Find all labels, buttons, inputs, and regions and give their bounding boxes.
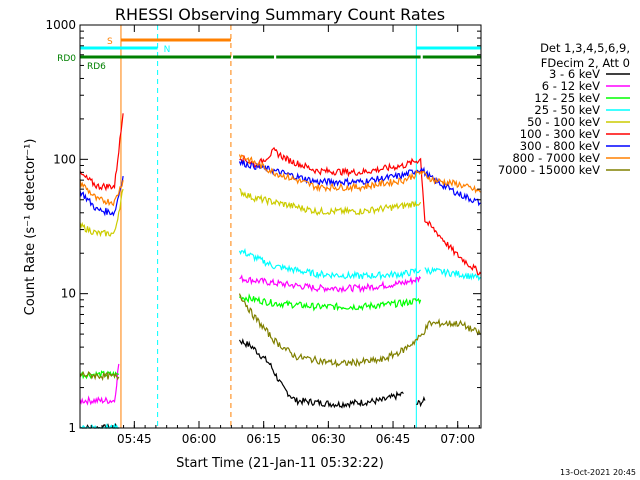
series-800-7000kev-line-1	[238, 154, 482, 194]
legend-label-25-50kev: 25 - 50 keV	[534, 103, 600, 117]
x-axis-label: Start Time (21-Jan-11 05:32:22)	[176, 456, 384, 471]
series-12-25kev-line-1	[238, 293, 422, 312]
flag-label-rd6: RD6	[87, 62, 106, 72]
flag-label-rd0: RD0	[57, 54, 76, 64]
event-lines	[79, 25, 482, 428]
series-group	[79, 113, 482, 430]
y-tick-label-3: 1000	[45, 18, 76, 32]
legend: Det 1,3,4,5,6,9, FDecim 2, Att 0 3 - 6 k…	[498, 41, 630, 177]
series-300-800kev-line-1	[238, 158, 482, 207]
legend-header-line-2: FDecim 2, Att 0	[541, 56, 630, 70]
series-100-300kev-line-0	[79, 113, 124, 192]
series-3-6kev-line-2	[416, 395, 426, 408]
chart-title: RHESSI Observing Summary Count Rates	[115, 5, 445, 24]
series-100-300kev-line-1	[239, 146, 482, 276]
flag-bars: S N RD0 RD6	[57, 37, 481, 72]
legend-header-line-1: Det 1,3,4,5,6,9,	[540, 41, 630, 55]
legend-label-3-6kev: 3 - 6 keV	[549, 67, 600, 81]
footer-timestamp: 13-Oct-2021 20:45	[560, 468, 636, 477]
legend-label-100-300kev: 100 - 300 keV	[520, 127, 600, 141]
x-axis-ticks: 05:45 06:00 06:15 06:30 06:45 07:00	[90, 25, 480, 446]
y-tick-label-1: 10	[61, 287, 76, 301]
plot-frame	[79, 24, 482, 429]
series-25-50kev-line-2	[424, 266, 482, 282]
legend-label-12-25kev: 12 - 25 keV	[534, 91, 600, 105]
x-tick-label-1: 06:00	[182, 432, 217, 446]
legend-label-7000-15000kev: 7000 - 15000 keV	[498, 163, 600, 177]
legend-label-6-12kev: 6 - 12 keV	[542, 79, 600, 93]
y-tick-label-2: 100	[53, 152, 76, 166]
flag-label-s: S	[107, 37, 113, 47]
legend-label-300-800kev: 300 - 800 keV	[520, 139, 600, 153]
series-25-50kev-line-1	[238, 247, 421, 281]
series-6-12kev-line-1	[239, 274, 422, 294]
x-tick-label-0: 05:45	[117, 432, 152, 446]
flag-label-n: N	[164, 45, 171, 55]
series-6-12kev-line-0	[79, 363, 120, 406]
series-7000-15000kev-line-0	[79, 370, 120, 382]
series-7000-15000kev-line-1	[238, 293, 482, 368]
series-800-7000kev-line-0	[79, 178, 124, 207]
x-tick-label-4: 06:45	[376, 432, 411, 446]
x-tick-label-2: 06:15	[246, 432, 281, 446]
series-3-6kev-line-1	[238, 338, 404, 409]
legend-label-50-100kev: 50 - 100 keV	[527, 115, 600, 129]
y-tick-label-0: 1	[68, 421, 76, 435]
series-50-100kev-line-1	[239, 187, 422, 216]
x-tick-label-5: 07:00	[440, 432, 475, 446]
series-300-800kev-line-0	[79, 176, 124, 217]
y-axis-label: Count Rate (s⁻¹ detector⁻¹)	[23, 139, 38, 316]
series-50-100kev-line-0	[79, 188, 124, 238]
legend-label-800-7000kev: 800 - 7000 keV	[512, 151, 600, 165]
y-axis-ticks: 1 10 100 1000	[45, 18, 481, 435]
x-tick-label-3: 06:30	[311, 432, 346, 446]
